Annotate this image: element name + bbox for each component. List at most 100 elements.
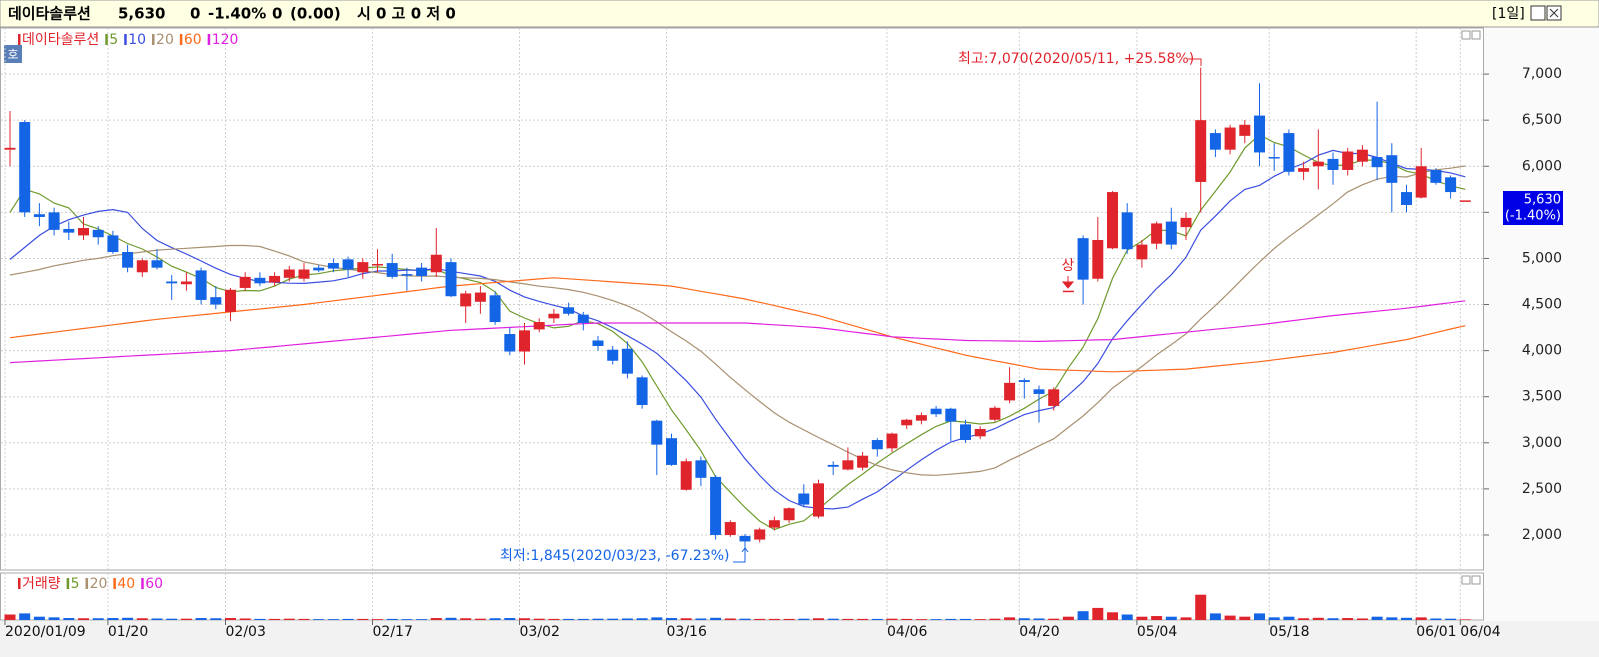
- candle-body: [857, 455, 869, 468]
- candle-body: [1048, 389, 1060, 406]
- candle-body: [1445, 177, 1457, 193]
- volume-bar: [915, 619, 927, 620]
- legend-label: 40: [117, 576, 135, 592]
- volume-bar: [298, 618, 310, 620]
- candle-body: [166, 281, 178, 284]
- volume-bar: [445, 617, 457, 620]
- volume-bar: [401, 619, 413, 620]
- candle-body: [63, 228, 75, 233]
- volume-bar: [1298, 618, 1310, 620]
- candle-body: [945, 408, 957, 422]
- high-annotation: 최고:7,070(2020/05/11, +25.58%): [958, 51, 1194, 67]
- candle-body: [460, 293, 472, 307]
- legend-label: 5: [109, 32, 118, 48]
- candle-body: [386, 263, 398, 277]
- volume-bar: [798, 618, 810, 620]
- period-button[interactable]: [1일]: [1492, 6, 1525, 22]
- volume-bar: [1209, 613, 1221, 620]
- legend-swatch: [18, 34, 21, 45]
- ohlc: 시 0 고 0 저 0: [357, 5, 456, 23]
- candle-body: [974, 428, 986, 437]
- volume-bar: [430, 618, 442, 620]
- volume-bar: [1033, 618, 1045, 620]
- candle-body: [151, 260, 163, 268]
- volume-bar: [1121, 614, 1133, 620]
- volume-bar: [989, 618, 1001, 620]
- volume-bar: [724, 618, 736, 620]
- panel-button[interactable]: [1461, 30, 1471, 40]
- volume-bar: [1092, 607, 1104, 620]
- candle-body: [92, 229, 104, 238]
- volume-bar: [19, 613, 31, 620]
- volume-bar: [48, 617, 60, 620]
- candle-body: [1077, 238, 1089, 280]
- volume-bar: [166, 618, 178, 620]
- volume-bar: [1342, 618, 1354, 620]
- candle-body: [1356, 149, 1368, 162]
- panel-button[interactable]: [1471, 575, 1481, 585]
- legend-label: 60: [184, 32, 202, 48]
- volume-bar: [151, 618, 163, 620]
- moving-average-line: [9, 277, 1466, 373]
- last-price: 5,630: [1524, 193, 1561, 208]
- badge[interactable]: [4, 45, 22, 63]
- candle-body: [33, 214, 45, 217]
- low-annotation: 최저:1,845(2020/03/23, -67.23%): [500, 548, 730, 564]
- maximize-button[interactable]: [1530, 5, 1546, 21]
- date-axis: [0, 621, 1599, 657]
- candle-body: [636, 377, 648, 406]
- candle-body: [1092, 240, 1104, 279]
- volume-bar: [577, 618, 589, 620]
- candle-body: [254, 277, 266, 284]
- volume-bar: [607, 618, 619, 620]
- volume-bar: [813, 618, 824, 620]
- legend-label: 거래량: [22, 576, 61, 592]
- volume-bar: [563, 618, 575, 620]
- volume-bar: [1386, 617, 1398, 620]
- volume-bar: [327, 619, 339, 620]
- volume-bar: [1180, 617, 1192, 620]
- candle-body: [930, 408, 942, 415]
- candle-body: [827, 464, 839, 467]
- candle-body: [445, 262, 457, 297]
- candle-body: [504, 334, 516, 352]
- candle-body: [416, 267, 428, 276]
- legend-swatch: [113, 578, 116, 589]
- candle-body: [724, 522, 736, 535]
- legend-label: 20: [156, 32, 174, 48]
- candle-body: [1195, 120, 1207, 182]
- legend-swatch: [85, 578, 89, 589]
- panel-button[interactable]: [1461, 575, 1471, 585]
- legend-label: 10: [128, 32, 146, 48]
- candle-body: [886, 433, 898, 449]
- volume-bar: [592, 618, 604, 620]
- y-tick-label: 3,000: [1522, 435, 1562, 451]
- panel-button[interactable]: [1471, 30, 1481, 40]
- candle-body: [1312, 161, 1324, 167]
- volume-bar: [283, 618, 295, 620]
- candle-body: [474, 292, 486, 302]
- candle-body: [283, 269, 295, 278]
- candle-body: [1342, 151, 1354, 170]
- candle-body: [1151, 223, 1163, 244]
- candle-body: [1062, 290, 1074, 293]
- candle-body: [1298, 168, 1310, 172]
- candle-body: [563, 307, 575, 314]
- legend-swatch: [179, 34, 183, 45]
- volume-bar: [857, 618, 869, 620]
- candle-body: [19, 122, 31, 213]
- volume-bar: [754, 618, 766, 620]
- volume-bar: [92, 618, 104, 620]
- volume-change: (0.00): [290, 5, 341, 23]
- candle-body: [1283, 133, 1295, 172]
- volume-bar: [974, 619, 986, 620]
- candle-body: [401, 274, 413, 276]
- volume-bar: [460, 618, 472, 620]
- volume-bar: [945, 618, 957, 620]
- volume-bar: [680, 618, 692, 620]
- volume-bar: [666, 618, 677, 620]
- candle-body: [915, 415, 927, 421]
- candle-body: [1209, 133, 1221, 150]
- volume-bar: [636, 618, 648, 620]
